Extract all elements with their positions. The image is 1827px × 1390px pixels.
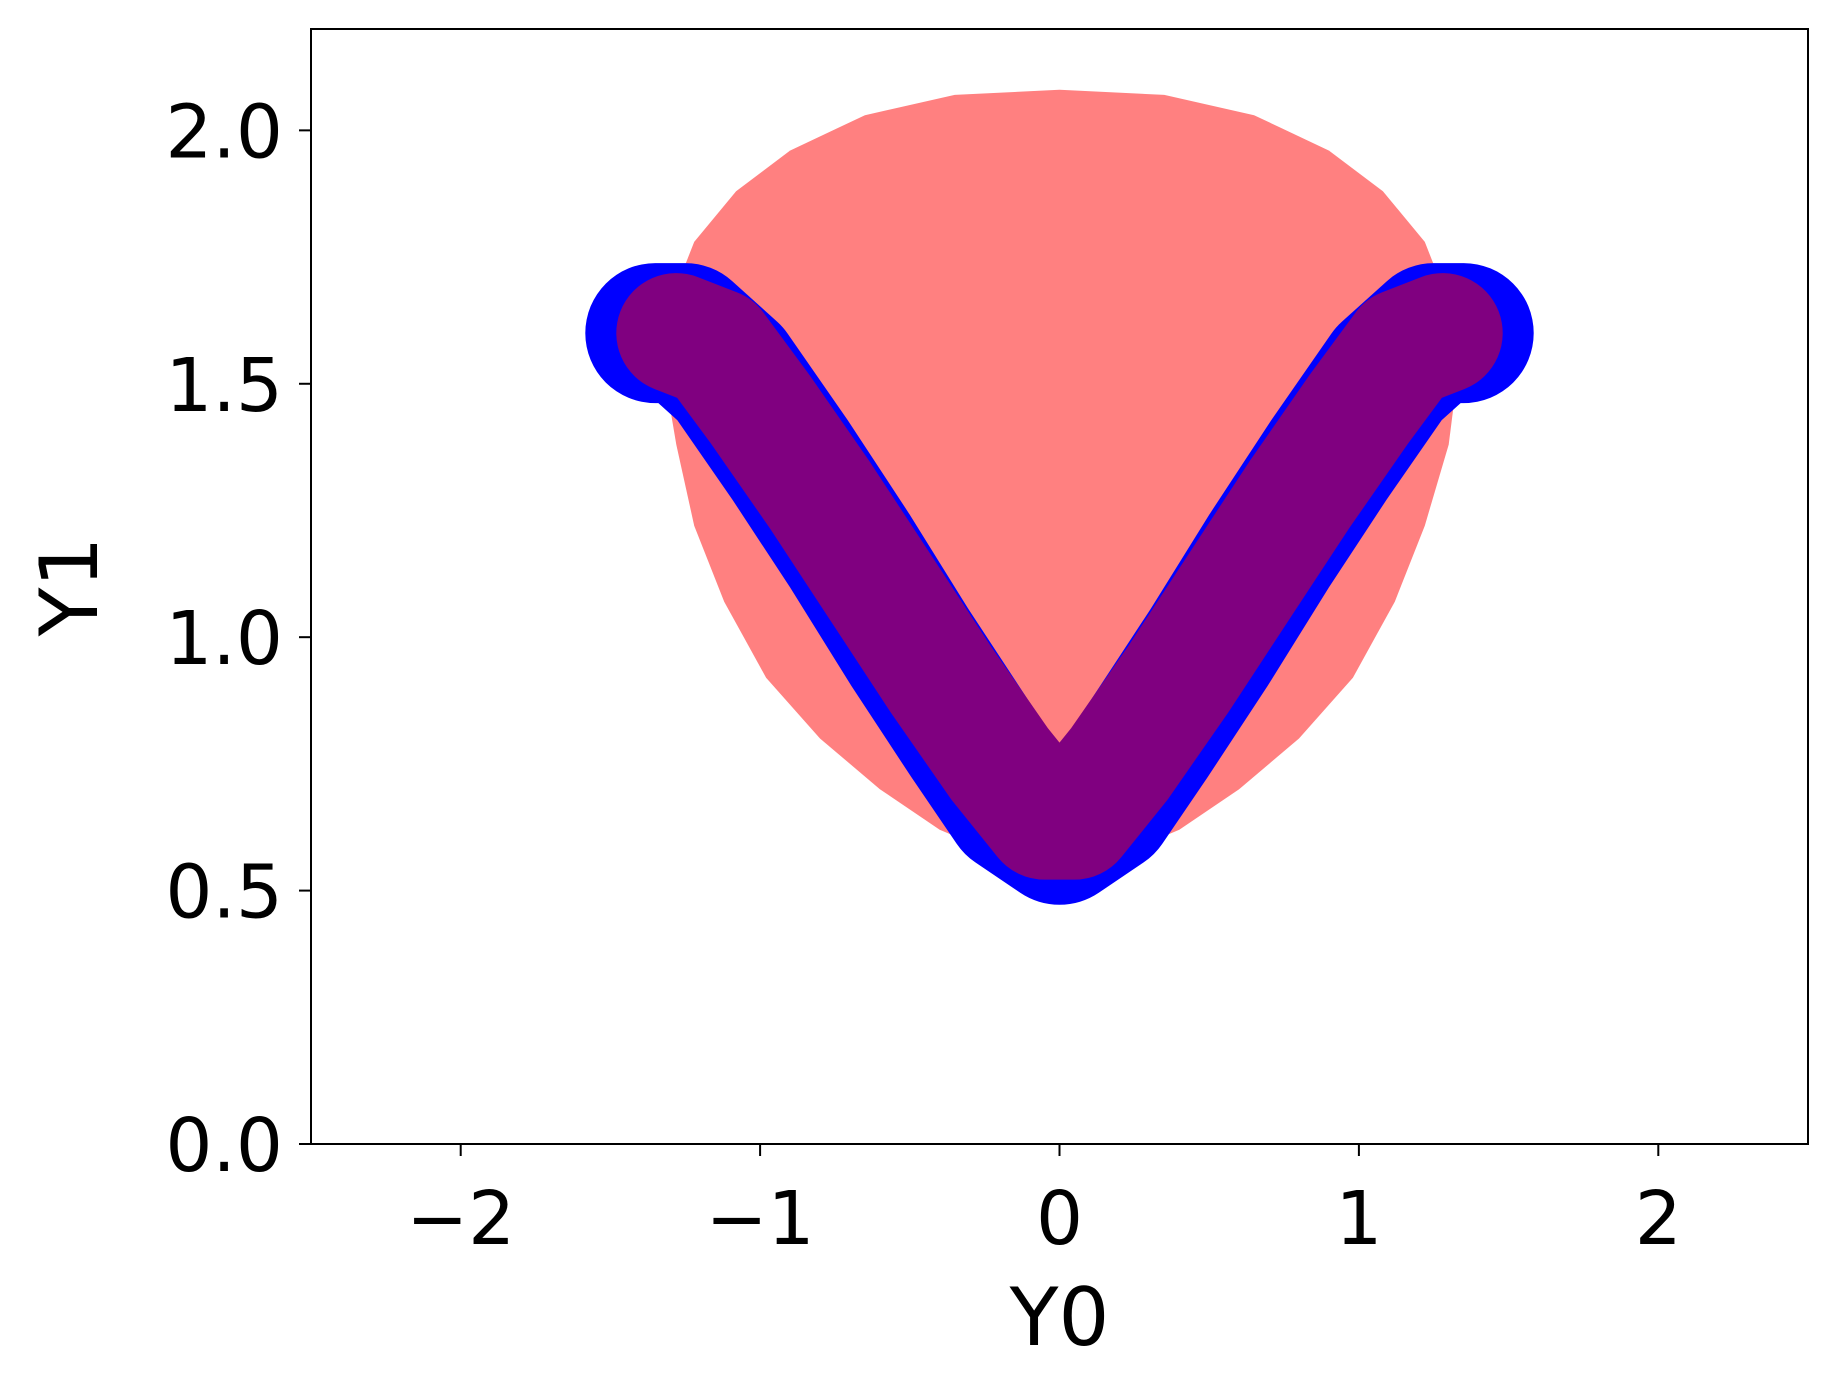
x-tick-label: 2: [1635, 1176, 1682, 1262]
y-axis-label: Y1: [23, 537, 116, 638]
x-tick-label: −2: [406, 1176, 515, 1262]
purple-series-band: [616, 273, 1503, 880]
y-tick-label: 1.5: [165, 343, 283, 429]
x-tick-label: 1: [1335, 1176, 1382, 1262]
plot-area: [585, 89, 1534, 905]
y-tick-label: 2.0: [165, 89, 283, 175]
x-tick-label: 0: [1036, 1176, 1083, 1262]
y-tick-label: 0.5: [165, 850, 283, 936]
x-axis-label: Y0: [1009, 1271, 1110, 1364]
y-tick-label: 0.0: [165, 1103, 283, 1189]
axes: −2 −1 0 1 2 0.0 0.5 1.0 1.5 2.0: [165, 89, 1682, 1262]
x-tick-label: −1: [706, 1176, 815, 1262]
y-tick-label: 1.0: [165, 596, 283, 682]
